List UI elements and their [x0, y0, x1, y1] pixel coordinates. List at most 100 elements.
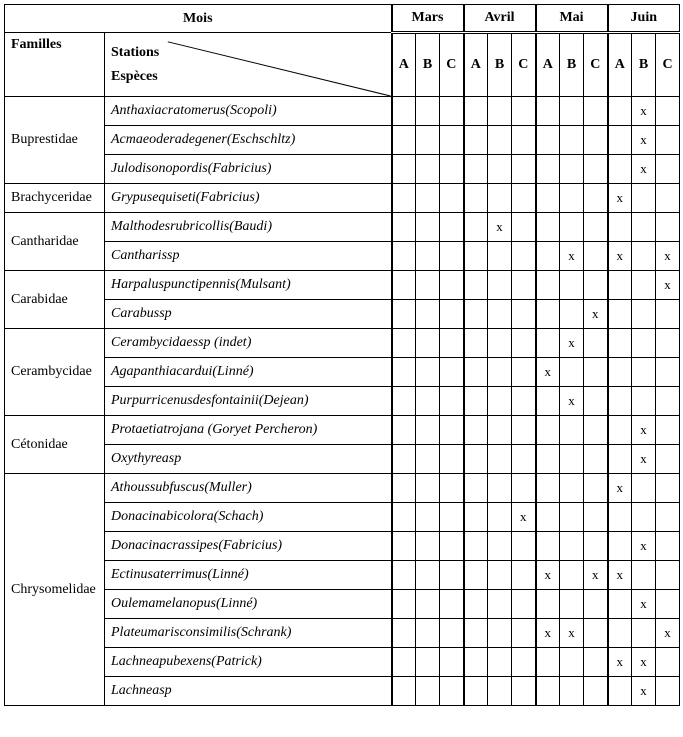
mark-cell — [392, 619, 416, 648]
table-body: BuprestidaeAnthaxiacratomerus(Scopoli)x A… — [5, 97, 680, 706]
mark-cell — [392, 474, 416, 503]
mark-cell — [608, 445, 632, 474]
mark-cell — [536, 155, 560, 184]
mark-cell: x — [632, 445, 656, 474]
mark-cell — [392, 445, 416, 474]
mark-cell: x — [560, 242, 584, 271]
mark-cell — [464, 387, 488, 416]
mark-cell — [608, 213, 632, 242]
mark-cell — [656, 677, 680, 706]
mark-cell — [440, 155, 464, 184]
mark-cell — [392, 271, 416, 300]
mark-cell — [488, 155, 512, 184]
mark-cell — [416, 619, 440, 648]
table-row: Agapanthiacardui(Linné)x — [5, 358, 680, 387]
mark-cell: x — [632, 97, 656, 126]
mark-cell — [392, 648, 416, 677]
mark-cell — [488, 677, 512, 706]
mark-cell — [464, 445, 488, 474]
table-row: CerambycidaeCerambycidaessp (indet)x — [5, 329, 680, 358]
mark-cell — [464, 97, 488, 126]
mark-cell — [440, 619, 464, 648]
mark-cell — [440, 677, 464, 706]
mark-cell — [488, 358, 512, 387]
mark-cell — [560, 358, 584, 387]
mark-cell: x — [512, 503, 536, 532]
mark-cell — [608, 619, 632, 648]
mark-cell — [416, 474, 440, 503]
mark-cell — [584, 416, 608, 445]
species-cell: Lachneapubexens(Patrick) — [105, 648, 392, 677]
mark-cell — [656, 300, 680, 329]
species-cell: Purpurricenusdesfontainii(Dejean) — [105, 387, 392, 416]
mark-cell — [656, 358, 680, 387]
mark-cell — [416, 329, 440, 358]
mark-cell — [560, 503, 584, 532]
mark-cell — [560, 184, 584, 213]
mark-cell — [392, 300, 416, 329]
mark-cell — [464, 271, 488, 300]
species-cell: Athoussubfuscus(Muller) — [105, 474, 392, 503]
species-cell: Lachneasp — [105, 677, 392, 706]
table-row: Plateumarisconsimilis(Schrank)xxx — [5, 619, 680, 648]
mark-cell — [584, 184, 608, 213]
mark-cell — [392, 590, 416, 619]
mark-cell — [392, 213, 416, 242]
mark-cell — [584, 242, 608, 271]
mark-cell: x — [536, 358, 560, 387]
mark-cell — [416, 213, 440, 242]
mark-cell — [416, 677, 440, 706]
header-sub-2b: B — [560, 33, 584, 97]
species-cell: Plateumarisconsimilis(Schrank) — [105, 619, 392, 648]
mark-cell — [536, 416, 560, 445]
mark-cell — [440, 387, 464, 416]
species-cell: Ectinusaterrimus(Linné) — [105, 561, 392, 590]
header-stations-especes: Stations Espèces — [105, 33, 392, 97]
mark-cell — [416, 648, 440, 677]
mark-cell — [488, 619, 512, 648]
mark-cell — [488, 532, 512, 561]
table-row: Purpurricenusdesfontainii(Dejean)x — [5, 387, 680, 416]
mark-cell — [608, 387, 632, 416]
table-row: CantharidaeMalthodesrubricollis(Baudi)x — [5, 213, 680, 242]
table-row: CétonidaeProtaetiatrojana (Goryet Perche… — [5, 416, 680, 445]
mark-cell — [440, 561, 464, 590]
mark-cell — [392, 677, 416, 706]
family-cell: Cantharidae — [5, 213, 105, 271]
mark-cell — [584, 155, 608, 184]
mark-cell — [632, 213, 656, 242]
mark-cell: x — [632, 416, 656, 445]
mark-cell — [632, 474, 656, 503]
mark-cell — [536, 590, 560, 619]
table-row: Lachneaspx — [5, 677, 680, 706]
mark-cell — [656, 445, 680, 474]
header-sub-1a: A — [464, 33, 488, 97]
mark-cell — [512, 97, 536, 126]
mark-cell — [656, 329, 680, 358]
mark-cell — [608, 329, 632, 358]
species-cell: Donacinacrassipes(Fabricius) — [105, 532, 392, 561]
mark-cell — [392, 416, 416, 445]
mark-cell — [416, 387, 440, 416]
mark-cell — [536, 329, 560, 358]
mark-cell — [512, 445, 536, 474]
header-familles: Familles — [5, 33, 105, 97]
mark-cell — [560, 445, 584, 474]
mark-cell: x — [560, 619, 584, 648]
table-row: BuprestidaeAnthaxiacratomerus(Scopoli)x — [5, 97, 680, 126]
mark-cell — [464, 619, 488, 648]
mark-cell — [512, 474, 536, 503]
header-month-1: Avril — [464, 5, 536, 33]
mark-cell — [608, 590, 632, 619]
species-cell: Cantharissp — [105, 242, 392, 271]
mark-cell: x — [656, 619, 680, 648]
species-cell: Carabussp — [105, 300, 392, 329]
mark-cell — [656, 184, 680, 213]
mark-cell — [440, 358, 464, 387]
mark-cell — [560, 155, 584, 184]
mark-cell — [656, 561, 680, 590]
mark-cell — [512, 242, 536, 271]
species-cell: Grypusequiseti(Fabricius) — [105, 184, 392, 213]
table-row: ChrysomelidaeAthoussubfuscus(Muller)x — [5, 474, 680, 503]
mark-cell — [656, 503, 680, 532]
